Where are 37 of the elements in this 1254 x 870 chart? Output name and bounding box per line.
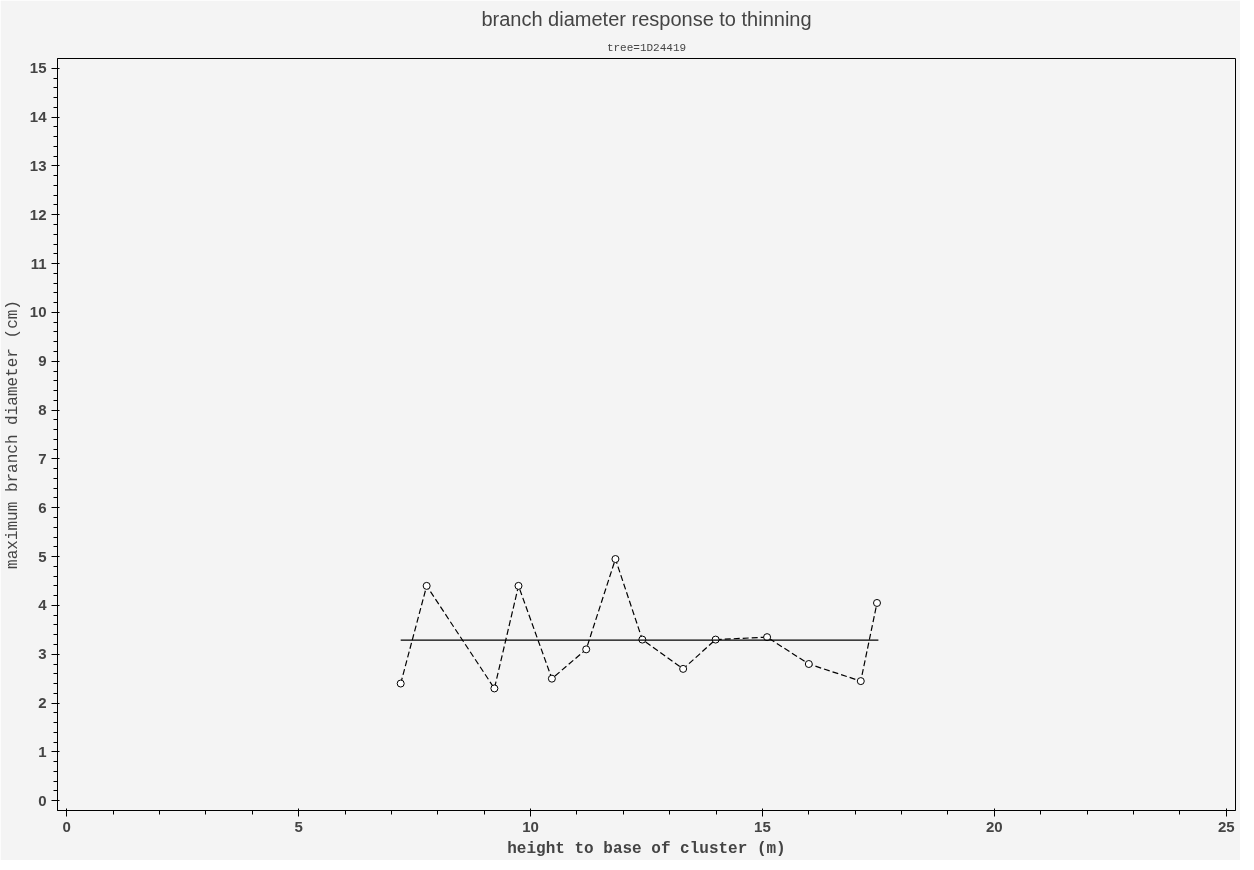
y-tick-label: 0 [38,791,47,809]
y-tick-label: 6 [38,498,47,516]
point [422,581,431,590]
x-tick-label: 5 [294,817,303,835]
point [582,645,591,654]
chart-subtitle: tree=1D24419 [606,41,687,54]
point [611,555,620,564]
y-tick-label: 9 [38,352,47,370]
y-tick-label: 7 [38,449,47,467]
y-tick-label: 4 [38,596,48,614]
point [396,679,405,688]
y-tick-label: 1 [38,742,47,760]
point [804,660,813,668]
y-tick-label: 5 [38,547,47,565]
x-tick-label: 20 [985,817,1003,835]
point [547,674,556,683]
y-tick-label: 8 [38,401,47,419]
x-tick-label: 10 [522,817,539,835]
point [490,684,499,693]
y-tick-label: 12 [29,205,47,223]
x-tick-label: 25 [1217,817,1235,835]
point [679,664,688,673]
y-tick-label: 13 [29,156,47,174]
point [856,677,865,686]
x-tick-label: 15 [754,817,771,835]
chart-title: branch diameter response to thinning [481,7,812,30]
y-axis-title: maximum branch diameter (cm) [3,300,22,569]
y-tick-label: 3 [38,645,47,663]
y-tick-label: 2 [38,694,47,712]
x-tick-label: 0 [62,817,71,835]
y-tick-label: 10 [29,303,47,321]
y-tick-label: 11 [30,254,47,272]
point [514,581,523,590]
y-tick-label: 15 [29,59,47,77]
point [873,598,881,607]
y-tick-label: 14 [29,108,48,126]
x-axis-title: height to base of cluster (m) [507,839,786,858]
